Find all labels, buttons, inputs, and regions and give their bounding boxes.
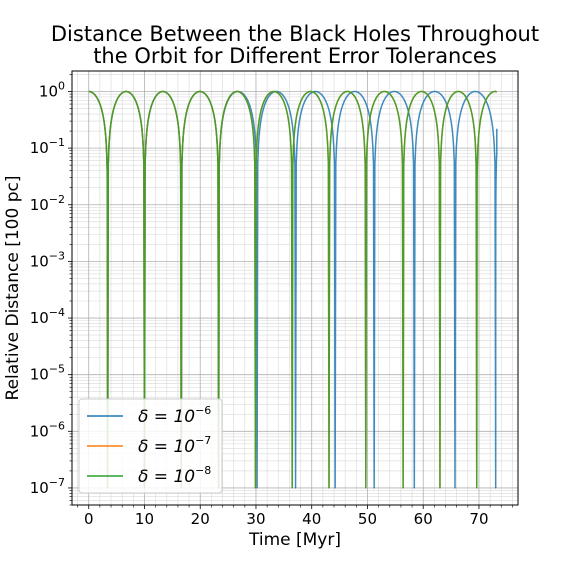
series-1-dip-point [334,487,336,489]
y-axis-label: Relative Distance [100 pc] [3,176,23,401]
chart-title-line-1: Distance Between the Black Holes Through… [51,22,539,46]
plot-area: 0 10 20 30 40 50 60 70 10010−110−210−310−410−51… [30,70,519,528]
series-1-dip-point [294,487,297,489]
series-3-dip-point [328,487,330,489]
x-axis-label: Time [Myr] [248,530,341,550]
chart-title-line-2: the Orbit for Different Error Tolerances [93,44,497,68]
legend: δ = 10−6 δ = 10−7 δ = 10−8 [78,398,223,494]
x-axis-ticks: 0 10 20 30 40 50 60 70 [77,505,513,528]
legend-label-3: δ = 10−8 [138,464,211,487]
x-tick-label: 10 [135,510,154,528]
y-tick-label: 10−3 [30,249,65,270]
y-tick-label: 10−7 [30,476,65,497]
series-line-3 [88,90,498,488]
series-1-dip-point [454,487,456,489]
series-1-dip-point [495,487,497,489]
series-1-dip-point [413,487,415,489]
x-tick-label: 0 [84,510,94,528]
legend-label-2: δ = 10−7 [138,434,211,457]
x-tick-label: 70 [469,510,488,528]
y-tick-label: 10−2 [30,193,65,214]
legend-label-1: δ = 10−6 [138,404,211,427]
series-3-dip-point [439,487,441,489]
x-tick-label: 20 [191,510,210,528]
series-3-dip-point [365,487,367,489]
series-3-dip-point [254,487,257,489]
y-tick-label: 100 [39,79,65,100]
series-1-dip-point [256,487,258,489]
legend-box [78,398,223,494]
x-tick-label: 30 [246,510,265,528]
y-tick-label: 10−4 [30,306,65,327]
plot-frame [71,70,519,506]
y-tick-label: 10−5 [30,363,65,384]
y-tick-label: 10−1 [30,136,65,157]
series-3-dip-point [402,487,404,489]
y-axis-ticks: 100 10−1 10−2 10−3 10−4 10−5 10−6 10−7 [30,74,72,506]
x-tick-label: 60 [414,510,433,528]
x-tick-label: 50 [358,510,377,528]
x-tick-label: 40 [302,510,321,528]
series-1-dip-point [373,487,375,489]
series-3-dip-point [476,487,478,489]
series-3-dip-point [291,487,293,489]
y-tick-label: 10−6 [30,419,65,440]
